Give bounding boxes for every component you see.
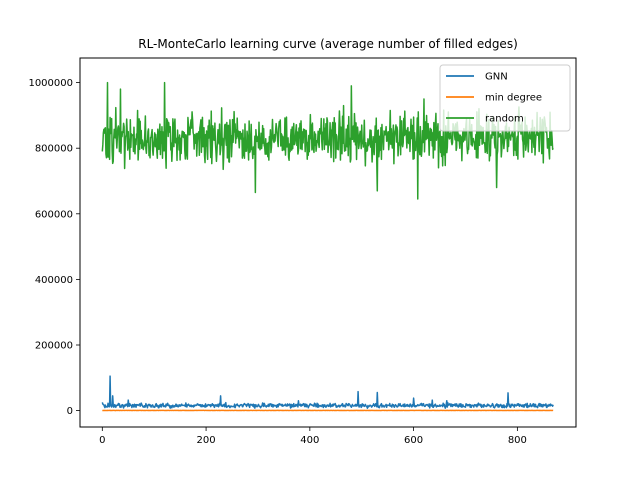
plot-lines (101, 81, 554, 412)
series-line-GNN (101, 375, 554, 409)
y-tick-label: 1000000 (28, 78, 73, 89)
legend: GNN min degree random (439, 64, 571, 132)
x-tick-label: 400 (300, 435, 319, 446)
x-tick-label: 600 (404, 435, 423, 446)
x-tick-label: 0 (99, 435, 105, 446)
y-tick-label: 400000 (35, 275, 73, 286)
series-line-random (101, 81, 554, 200)
x-tick-label: 800 (508, 435, 527, 446)
y-tick-label: 200000 (35, 341, 73, 352)
x-axis: 0 200 400 600 800 (99, 427, 527, 446)
y-axis: 0 200000 400000 600000 800000 1000000 (28, 78, 80, 417)
legend-label: GNN (485, 72, 508, 83)
y-tick-label: 0 (67, 406, 73, 417)
x-tick-label: 200 (197, 435, 216, 446)
legend-label: min degree (485, 93, 542, 104)
axes-frame (79, 57, 577, 428)
legend-label: random (485, 114, 524, 125)
y-tick-label: 600000 (35, 209, 73, 220)
chart-title: RL-MonteCarlo learning curve (average nu… (138, 37, 518, 51)
legend-box (439, 64, 571, 132)
y-tick-label: 800000 (35, 144, 73, 155)
